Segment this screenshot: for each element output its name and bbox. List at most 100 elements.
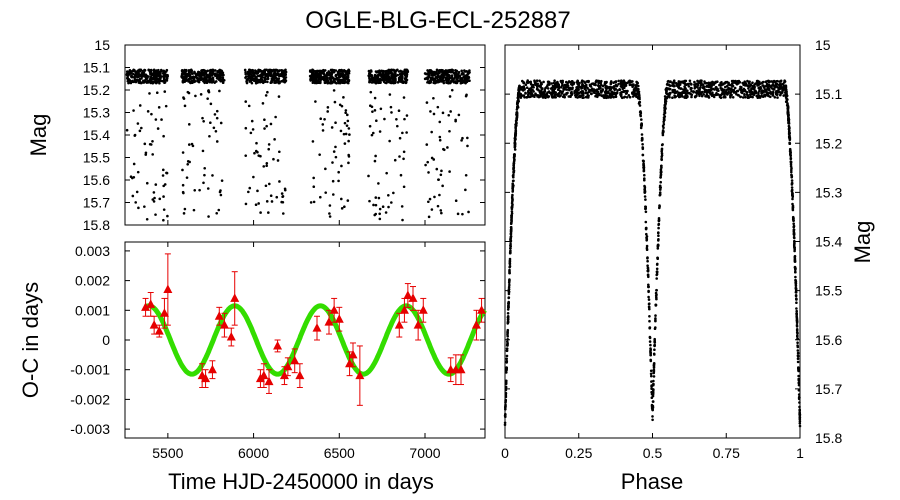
lightcurve-point	[343, 142, 347, 145]
lightcurve-point	[203, 69, 207, 73]
lightcurve-point	[312, 185, 316, 188]
phased-point	[796, 344, 799, 347]
lightcurve-point	[454, 118, 457, 122]
phased-point	[697, 88, 700, 91]
lightcurve-point	[328, 73, 331, 77]
lightcurve-point	[248, 68, 251, 72]
phased-point	[730, 79, 734, 83]
lightcurve-point	[187, 143, 191, 146]
phased-point	[789, 162, 793, 166]
lightcurve-point	[402, 96, 406, 99]
lightcurve-point	[400, 79, 404, 82]
phased-point	[640, 118, 643, 121]
lightcurve-point	[312, 70, 315, 73]
phased-point	[709, 86, 713, 90]
lightcurve-point	[280, 200, 283, 204]
lightcurve-point	[146, 110, 150, 113]
phased-point	[686, 89, 689, 92]
lightcurve-point	[466, 144, 469, 148]
top-left-ytick-label: 15.4	[83, 127, 110, 143]
right-xtick-labels: 0 0.25 0.5 0.75 1	[501, 45, 804, 461]
phased-point	[514, 135, 517, 138]
lightcurve-point	[424, 163, 427, 167]
lightcurve-point	[340, 164, 343, 168]
lightcurve-point	[426, 72, 430, 76]
lightcurve-point	[343, 205, 346, 209]
phased-point	[790, 170, 793, 174]
phased-point	[505, 371, 508, 374]
phased-point	[510, 210, 514, 213]
phased-point	[682, 81, 685, 85]
phased-point	[715, 86, 718, 89]
lightcurve-point	[131, 176, 134, 180]
lightcurve-point	[344, 109, 348, 112]
phased-point	[532, 94, 536, 97]
lightcurve-point	[152, 191, 156, 194]
phased-point	[548, 83, 551, 86]
phased-point	[795, 307, 798, 310]
lightcurve-point	[151, 140, 154, 143]
lightcurve-point	[467, 75, 470, 79]
phased-point	[693, 87, 696, 90]
right-ytick-label: 15	[815, 37, 831, 53]
phased-point	[772, 79, 776, 83]
phased-point	[677, 82, 681, 85]
lightcurve-point	[308, 69, 312, 72]
phased-point	[688, 91, 691, 95]
lightcurve-point	[163, 90, 167, 93]
lightcurve-point	[202, 181, 205, 185]
phased-point	[524, 83, 528, 86]
lightcurve-point	[346, 78, 349, 82]
lightcurve-point	[369, 90, 373, 94]
phased-point	[775, 90, 779, 94]
lightcurve-point	[206, 187, 210, 190]
phased-point	[797, 397, 801, 400]
lightcurve-point	[373, 78, 377, 82]
phased-point	[597, 82, 600, 85]
lightcurve-point	[270, 200, 274, 203]
phased-point	[620, 79, 623, 83]
phased-point	[662, 122, 666, 126]
lightcurve-point	[440, 73, 444, 77]
phased-point	[770, 87, 774, 90]
lightcurve-point	[138, 129, 142, 133]
lightcurve-point	[456, 75, 460, 78]
phased-point	[648, 326, 652, 329]
phased-point	[551, 91, 554, 95]
lightcurve-point	[425, 143, 429, 146]
phased-point	[662, 126, 665, 130]
lightcurve-point	[125, 128, 129, 132]
phased-point	[552, 81, 556, 85]
phased-point	[660, 143, 664, 147]
phased-point	[538, 91, 542, 94]
lightcurve-point	[387, 205, 390, 209]
phased-point	[660, 157, 663, 161]
phased-point	[712, 83, 716, 86]
lightcurve-point	[462, 72, 465, 76]
phased-point	[774, 82, 778, 86]
lightcurve-point	[344, 72, 348, 76]
lightcurve-point	[276, 159, 280, 162]
lightcurve-point	[220, 78, 224, 82]
lightcurve-point	[371, 77, 374, 81]
lightcurve-point	[456, 212, 460, 216]
lightcurve-point	[346, 81, 350, 85]
lightcurve-point	[129, 81, 133, 85]
phased-point	[657, 234, 660, 237]
phased-point	[505, 344, 509, 347]
oc-point	[394, 320, 404, 329]
lightcurve-point	[211, 72, 215, 75]
lightcurve-point	[442, 81, 446, 85]
lightcurve-point	[338, 103, 342, 107]
lightcurve-point	[267, 143, 271, 146]
lightcurve-point	[403, 71, 407, 75]
phased-point	[700, 90, 704, 94]
lightcurve-point	[161, 174, 165, 177]
lightcurve-point	[251, 69, 254, 73]
phased-point	[506, 322, 510, 325]
phased-point	[544, 94, 547, 97]
lightcurve-point	[203, 173, 206, 177]
phased-point	[788, 126, 791, 129]
lightcurve-point	[381, 205, 385, 209]
lightcurve-point	[439, 173, 443, 177]
